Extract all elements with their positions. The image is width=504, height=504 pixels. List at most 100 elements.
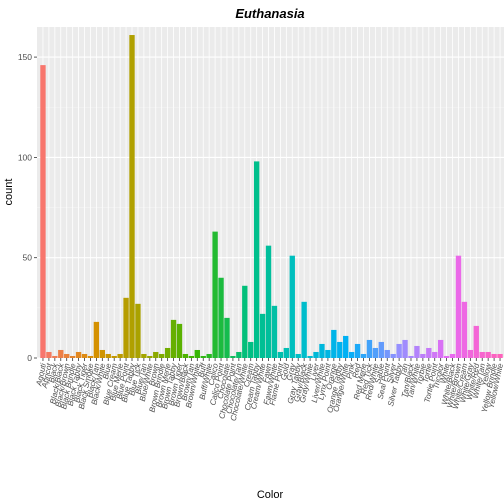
bar-tricolor: [438, 339, 444, 358]
y-tick-label: 100: [18, 152, 32, 162]
bar-seal-point: [384, 349, 390, 358]
x-tick-label: Fawn: [261, 362, 274, 384]
bar-black-black: [58, 349, 64, 358]
y-tick-label: 50: [23, 253, 33, 263]
bar-apricot: [46, 351, 52, 358]
bar-brown-black: [182, 353, 189, 358]
bar-white-brown: [455, 255, 462, 358]
bar-lynx-point: [325, 349, 331, 358]
x-axis-ticks: [42, 358, 501, 361]
x-tick-label: Black: [47, 362, 60, 384]
bar-red: [354, 343, 361, 358]
bar-white-gray: [467, 349, 474, 358]
bar-gray-black: [301, 301, 307, 358]
y-tick-label: 150: [18, 52, 32, 62]
x-axis-category-labels: AgoutiApricotBlackBlack/BlackBlack/Brown…: [34, 361, 504, 421]
y-axis-ticks: 0 50 100 150: [18, 52, 37, 363]
bar-black-tan: [93, 321, 100, 358]
y-axis-title: count: [3, 179, 15, 206]
x-tick-label: Gray: [285, 362, 298, 382]
bar-liver: [313, 351, 319, 358]
x-tick-label: Silver: [385, 362, 398, 384]
bar-black-brown: [64, 353, 70, 358]
bar-gold: [283, 347, 290, 358]
bar-tortie-point: [432, 351, 438, 358]
bar-blue-merle: [117, 353, 123, 358]
bar-blue-tan: [141, 353, 147, 358]
x-tick-label: Sable: [373, 362, 386, 384]
bar-blue: [105, 353, 111, 358]
bar-gray-white: [307, 355, 313, 358]
bar-brown-tiger: [176, 323, 183, 358]
bar-liver-white: [319, 343, 325, 358]
bar-brown-merle: [164, 347, 171, 358]
bar-flame-point: [277, 351, 284, 358]
bar-yellow-brindle: [491, 353, 497, 358]
x-tick-label: Red: [351, 362, 363, 379]
bar-black-brindle: [69, 355, 76, 358]
bar-blue-cream: [111, 355, 117, 358]
bar-red-merle: [360, 353, 367, 358]
bar-calico: [212, 231, 218, 358]
bar-chocolate-tan: [236, 351, 242, 358]
bar-gray: [289, 255, 295, 358]
bar-chocolate-point: [230, 355, 236, 358]
bar-yellow: [485, 351, 491, 358]
chart-title: Euthanasia: [235, 6, 304, 21]
bar-white-red: [473, 325, 479, 358]
x-tick-label: Blue: [101, 362, 113, 380]
bar-orange-white: [343, 335, 349, 358]
bar-fawn: [265, 245, 272, 358]
bar-tan-white: [414, 345, 420, 358]
bar-white: [443, 355, 450, 358]
bar-blue-white: [147, 355, 153, 358]
bar-red-white: [372, 347, 379, 358]
bar-black-smoke: [87, 355, 94, 358]
bar-blue-tabby: [129, 35, 135, 359]
bar-buff-white: [206, 353, 212, 358]
bar-brown-tabby: [170, 319, 177, 358]
x-tick-label: Tan: [398, 362, 410, 377]
bar-silver-tabby: [396, 343, 402, 358]
bar-pink: [348, 351, 355, 358]
bar-buff: [200, 355, 206, 358]
x-tick-label: Pink: [345, 362, 357, 380]
bar-chocolate-white: [242, 285, 248, 358]
bar-black-tiger: [81, 353, 88, 358]
bar-black-white: [99, 349, 105, 358]
bar-yellow-white: [497, 353, 503, 358]
bar-cream-white: [259, 313, 266, 358]
y-tick-label: 0: [27, 353, 32, 363]
bar-brown-tan: [188, 355, 195, 358]
bar-blue-tick: [135, 303, 141, 358]
bar-tortie: [426, 347, 432, 358]
bar-black-tabby: [75, 351, 82, 358]
bar-orange: [331, 329, 337, 358]
bars: [40, 35, 503, 359]
x-tick-label: Buff: [196, 362, 208, 379]
bar-sable: [378, 341, 384, 358]
bar-agouti: [40, 65, 46, 359]
x-tick-label: Gold: [279, 362, 291, 381]
bar-fawn-white: [271, 305, 278, 358]
bar-brown-white: [194, 349, 200, 358]
bar-brown-brindle: [159, 353, 165, 358]
bar-blue-point: [123, 297, 129, 358]
bar-tan: [402, 339, 408, 358]
x-tick-label: Tortie: [421, 362, 434, 384]
grid-major: [37, 27, 504, 359]
bar-white-black: [449, 353, 456, 358]
bar-black: [52, 355, 58, 358]
bar-brown: [153, 351, 159, 358]
x-tick-label: White: [439, 362, 452, 384]
x-tick-label: Liver: [309, 362, 321, 381]
bar-gray-tabby: [295, 353, 301, 358]
bar-tan-black: [408, 355, 414, 358]
bar-cream-tabby: [253, 161, 260, 358]
x-axis-title: Color: [257, 489, 284, 501]
bar-calico-point: [218, 277, 224, 358]
bar-chocolate: [224, 317, 230, 358]
bar-white-tan: [479, 351, 485, 358]
bar-orange-tabby: [337, 341, 343, 358]
